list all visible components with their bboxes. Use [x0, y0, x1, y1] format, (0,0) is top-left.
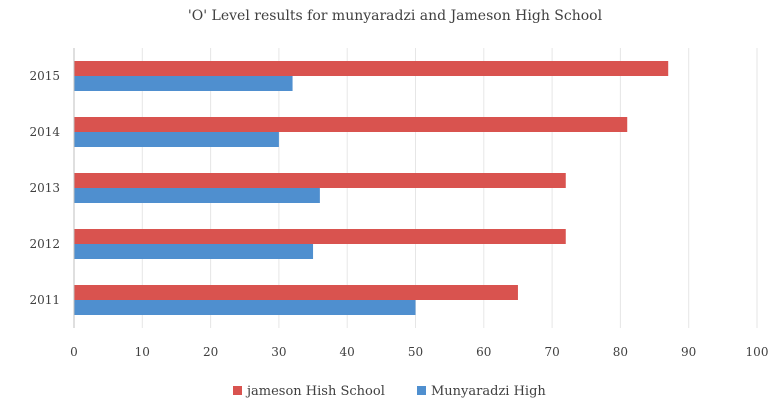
bar-munyaradzi-2013	[74, 188, 320, 203]
x-tick-label: 50	[408, 345, 423, 359]
x-tick-label: 100	[746, 345, 769, 359]
y-category-label: 2013	[29, 181, 60, 195]
y-axis: 2011 2012 2013 2014 2015	[29, 48, 75, 328]
x-tick-label: 70	[544, 345, 559, 359]
y-category-label: 2015	[29, 69, 60, 83]
bar-munyaradzi-2014	[74, 132, 279, 147]
legend: jameson Hish School Munyaradzi High	[233, 384, 546, 399]
bar-munyaradzi-2015	[74, 76, 293, 91]
x-tick-label: 80	[613, 345, 628, 359]
legend-label-jameson: jameson Hish School	[245, 384, 385, 399]
y-category-label: 2014	[29, 125, 60, 139]
bar-jameson-2014	[74, 117, 628, 132]
bar-jameson-2011	[74, 285, 518, 300]
x-axis: 0 10 20 30 40 50 60 70 80 90 100	[70, 345, 768, 359]
y-category-label: 2011	[29, 293, 60, 307]
x-tick-label: 30	[271, 345, 286, 359]
x-tick-label: 90	[681, 345, 696, 359]
x-tick-label: 0	[70, 345, 78, 359]
chart-title: 'O' Level results for munyaradzi and Jam…	[188, 8, 603, 24]
x-tick-label: 40	[340, 345, 355, 359]
bars	[74, 61, 669, 315]
bar-jameson-2013	[74, 173, 566, 188]
bar-munyaradzi-2011	[74, 300, 416, 315]
legend-swatch-munyaradzi	[417, 386, 426, 395]
x-tick-label: 10	[135, 345, 150, 359]
y-category-label: 2012	[29, 237, 60, 251]
x-tick-label: 60	[476, 345, 491, 359]
bar-jameson-2012	[74, 229, 566, 244]
legend-label-munyaradzi: Munyaradzi High	[431, 384, 546, 399]
bar-munyaradzi-2012	[74, 244, 314, 259]
legend-swatch-jameson	[233, 386, 242, 395]
x-tick-label: 20	[203, 345, 218, 359]
bar-jameson-2015	[74, 61, 669, 76]
